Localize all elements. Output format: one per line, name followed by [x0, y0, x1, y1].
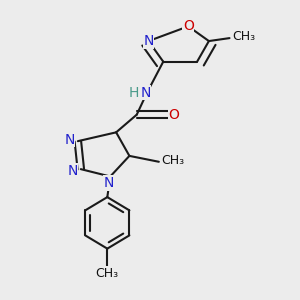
Text: N: N [68, 164, 78, 178]
Text: O: O [169, 108, 180, 122]
Text: N: N [103, 176, 114, 190]
Text: H: H [129, 85, 139, 100]
Text: N: N [64, 133, 75, 147]
Text: CH₃: CH₃ [96, 267, 119, 280]
Text: CH₃: CH₃ [161, 154, 184, 167]
Text: O: O [183, 19, 194, 33]
Text: N: N [140, 85, 151, 100]
Text: CH₃: CH₃ [232, 30, 256, 43]
Text: N: N [143, 34, 154, 48]
